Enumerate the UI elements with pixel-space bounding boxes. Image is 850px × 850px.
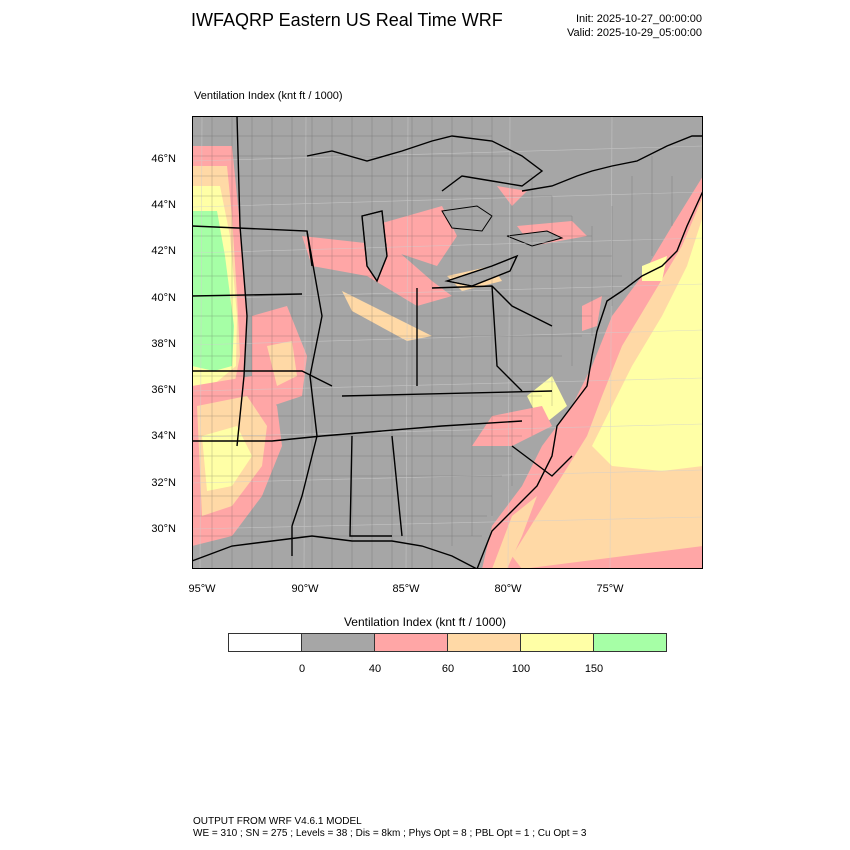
lon-label-75: 75°W	[596, 583, 624, 595]
lat-label-34: 34°N	[151, 430, 176, 442]
colorbar-label-100: 100	[511, 663, 531, 675]
lat-label-32: 32°N	[151, 477, 176, 489]
coastline	[192, 135, 703, 569]
field-label: Ventilation Index (knt ft / 1000)	[194, 90, 343, 102]
ventilation-index-map	[192, 116, 703, 569]
water-bodies	[361, 205, 564, 287]
model-footer-line1: OUTPUT FROM WRF V4.6.1 MODEL	[193, 816, 362, 827]
lat-label-30: 30°N	[151, 523, 176, 535]
graticule	[192, 116, 703, 569]
lon-label-80: 80°W	[494, 583, 522, 595]
colorbar-swatch-5	[594, 634, 666, 651]
colorbar-label-40: 40	[368, 663, 382, 675]
colorbar-label-150: 150	[584, 663, 604, 675]
model-footer-line2: WE = 310 ; SN = 275 ; Levels = 38 ; Dis …	[193, 828, 587, 839]
colorbar-title: Ventilation Index (knt ft / 1000)	[343, 615, 507, 629]
colorbar-swatch-0	[229, 634, 302, 651]
colorbar-swatch-2	[375, 634, 448, 651]
lon-label-90: 90°W	[291, 583, 319, 595]
lon-label-85: 85°W	[392, 583, 420, 595]
lat-label-38: 38°N	[151, 338, 176, 350]
valid-time: Valid: 2025-10-29_05:00:00	[567, 27, 702, 39]
state-borders	[192, 116, 573, 556]
colorbar-label-60: 60	[441, 663, 455, 675]
colorbar-label-0: 0	[298, 663, 306, 675]
colorbar	[228, 633, 667, 652]
lon-label-95: 95°W	[188, 583, 216, 595]
lat-label-42: 42°N	[151, 245, 176, 257]
colorbar-swatch-4	[521, 634, 594, 651]
colorbar-swatch-1	[302, 634, 375, 651]
lat-label-46: 46°N	[151, 153, 176, 165]
plot-title: IWFAQRP Eastern US Real Time WRF	[191, 10, 503, 30]
colorbar-swatch-3	[448, 634, 521, 651]
lat-label-36: 36°N	[151, 384, 176, 396]
lat-label-40: 40°N	[151, 292, 176, 304]
lat-label-44: 44°N	[151, 199, 176, 211]
init-time: Init: 2025-10-27_00:00:00	[576, 13, 702, 25]
